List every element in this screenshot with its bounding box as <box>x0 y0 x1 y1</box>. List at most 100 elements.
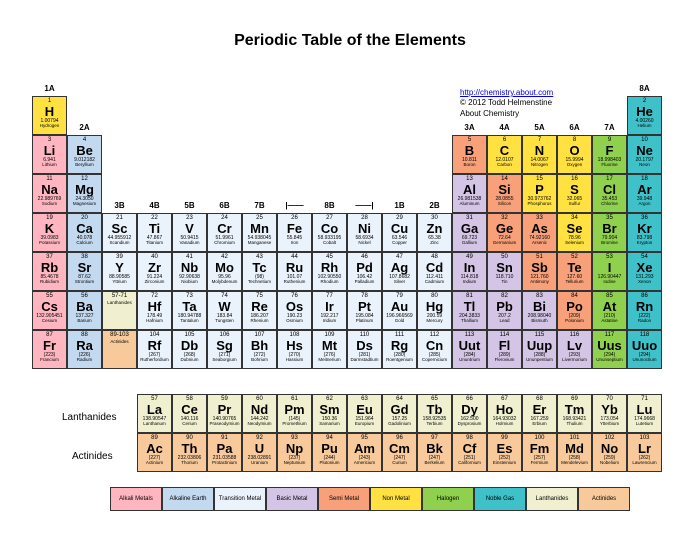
element-cell: 26Fe55.845Iron <box>277 213 312 252</box>
element-symbol: Ca <box>76 222 93 235</box>
element-symbol: Ra <box>76 339 93 352</box>
element-cell: 40Zr91.224Zirconium <box>137 252 172 291</box>
element-cell: 89Ac(227)Actinium <box>137 433 172 472</box>
element-name: Tantalum <box>180 319 198 324</box>
element-name: Chlorine <box>601 202 618 207</box>
element-symbol: Ds <box>356 339 373 352</box>
element-name: Ruthenium <box>284 280 306 285</box>
group-label: 4A <box>487 123 522 132</box>
element-cell: 67Ho164.93032Holmium <box>487 394 522 433</box>
element-cell: 38Sr87.62Strontium <box>67 252 102 291</box>
group-label: 1B <box>382 201 417 210</box>
element-name: Ununpentium <box>526 358 553 363</box>
element-name: Californium <box>458 461 481 466</box>
element-name: Fluorine <box>601 163 617 168</box>
element-cell: 16S32.065Sulfur <box>557 174 592 213</box>
element-symbol: Cu <box>391 222 408 235</box>
element-symbol: Eu <box>356 403 373 416</box>
element-symbol: Pu <box>321 442 338 455</box>
element-cell: 21Sc44.955912Scandium <box>102 213 137 252</box>
element-cell: 23V50.9415Vanadium <box>172 213 207 252</box>
element-cell: 117Uus(294)Ununseptium <box>592 330 627 369</box>
element-symbol: Lu <box>637 403 653 416</box>
element-symbol: Pm <box>284 403 304 416</box>
element-symbol: Te <box>567 261 581 274</box>
credits-link[interactable]: http://chemistry.about.com <box>460 88 553 97</box>
element-name: Hafnium <box>146 319 163 324</box>
element-symbol: Se <box>567 222 583 235</box>
element-symbol: Zr <box>148 261 161 274</box>
element-name: Lawrencium <box>632 461 656 466</box>
element-name: Strontium <box>75 280 94 285</box>
element-symbol: V <box>185 222 194 235</box>
element-symbol: Cf <box>463 442 477 455</box>
element-cell: 24Cr51.9961Chromium <box>207 213 242 252</box>
element-cell: 58Ce140.116Cerium <box>172 394 207 433</box>
element-symbol: Sc <box>112 222 128 235</box>
legend-item: Actinides <box>578 487 630 511</box>
element-cell: 102No(259)Nobelium <box>592 433 627 472</box>
element-name: Krypton <box>637 241 653 246</box>
element-name: Radium <box>77 358 93 363</box>
group-label: 3A <box>452 123 487 132</box>
element-name: Darmstadtium <box>350 358 378 363</box>
credits-copyright: © 2012 Todd Helmenstine <box>460 98 552 107</box>
element-symbol: Co <box>321 222 338 235</box>
element-name: Gallium <box>462 241 477 246</box>
element-cell: 82Pb207.2Lead <box>487 291 522 330</box>
element-symbol: Es <box>497 442 513 455</box>
element-name: Cerium <box>182 422 197 427</box>
element-cell: 18Ar39.948Argon <box>627 174 662 213</box>
element-cell: 17Cl35.453Chlorine <box>592 174 627 213</box>
element-name: Seaborgium <box>212 358 236 363</box>
group-label: 3B <box>102 201 137 210</box>
group-label: 8B <box>312 201 347 210</box>
element-symbol: Na <box>41 183 58 196</box>
element-cell: 87Fr(223)Francium <box>32 330 67 369</box>
element-symbol: Xe <box>637 261 653 274</box>
element-symbol: W <box>218 300 230 313</box>
element-symbol: Cn <box>426 339 443 352</box>
element-name: Praseodymium <box>209 422 239 427</box>
element-name: Osmium <box>286 319 303 324</box>
atomic-number: 57-71 <box>112 293 127 299</box>
element-symbol: Pr <box>218 403 232 416</box>
element-cell: 92U238.02891Uranium <box>242 433 277 472</box>
element-name: Carbon <box>497 163 512 168</box>
element-cell: 63Eu151.964Europium <box>347 394 382 433</box>
element-symbol: Yb <box>601 403 618 416</box>
element-cell: 93Np(237)Neptunium <box>277 433 312 472</box>
element-cell: 98Cf(251)Californium <box>452 433 487 472</box>
element-cell: 79Au196.966569Gold <box>382 291 417 330</box>
element-name: Yttrium <box>112 280 126 285</box>
element-name: Europium <box>355 422 374 427</box>
element-name: Ununoctium <box>632 358 656 363</box>
element-symbol: Rh <box>321 261 338 274</box>
element-cell: 66Dy162.500Dysprosium <box>452 394 487 433</box>
element-name: Bromine <box>601 241 618 246</box>
element-name: Magnesium <box>73 202 96 207</box>
element-symbol: Pa <box>217 442 233 455</box>
element-symbol: Tb <box>427 403 443 416</box>
element-cell: 39Y88.90585Yttrium <box>102 252 137 291</box>
legend-row: Alkali MetalsAlkaline EarthTransition Me… <box>110 487 630 511</box>
element-cell: 44Ru101.07Ruthenium <box>277 252 312 291</box>
element-name: Holmium <box>496 422 514 427</box>
element-symbol: Ir <box>325 300 334 313</box>
element-cell: 51Sb121.760Antimony <box>522 252 557 291</box>
element-symbol: No <box>601 442 618 455</box>
element-name: Zirconium <box>145 280 165 285</box>
element-symbol: Fl <box>499 339 511 352</box>
group-label: 5B <box>172 201 207 210</box>
element-symbol: Pb <box>496 300 513 313</box>
element-cell: 112Cn(285)Copernicium <box>417 330 452 369</box>
element-name: Titanium <box>146 241 163 246</box>
element-symbol: Fm <box>530 442 550 455</box>
element-symbol: Sg <box>216 339 233 352</box>
element-name: Protactinium <box>212 461 237 466</box>
element-name: Dubnium <box>180 358 198 363</box>
element-cell: 69Tm168.93421Thulium <box>557 394 592 433</box>
element-symbol: Fr <box>43 339 56 352</box>
element-name: Gold <box>395 319 405 324</box>
element-cell: 60Nd144.242Neodymium <box>242 394 277 433</box>
